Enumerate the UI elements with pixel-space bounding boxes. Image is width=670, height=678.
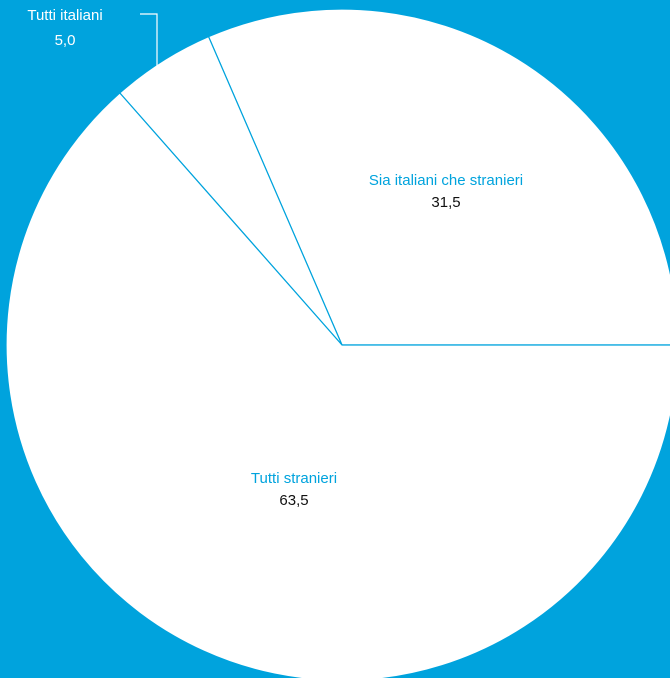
label-tutti-stranieri: Tutti stranieri	[251, 470, 337, 487]
value-tutti-italiani: 5,0	[55, 32, 76, 49]
leader-line-tutti-italiani	[140, 13, 158, 66]
pie-slice-sia-italiani-che-stranieri	[207, 8, 670, 346]
value-sia-italiani-che-stranieri: 31,5	[431, 194, 460, 211]
value-tutti-stranieri: 63,5	[279, 492, 308, 509]
label-sia-italiani-che-stranieri: Sia italiani che stranieri	[369, 172, 523, 189]
label-tutti-italiani: Tutti italiani	[27, 7, 102, 24]
pie-slice-tutti-stranieri	[5, 92, 670, 678]
pie-slices	[5, 8, 670, 678]
